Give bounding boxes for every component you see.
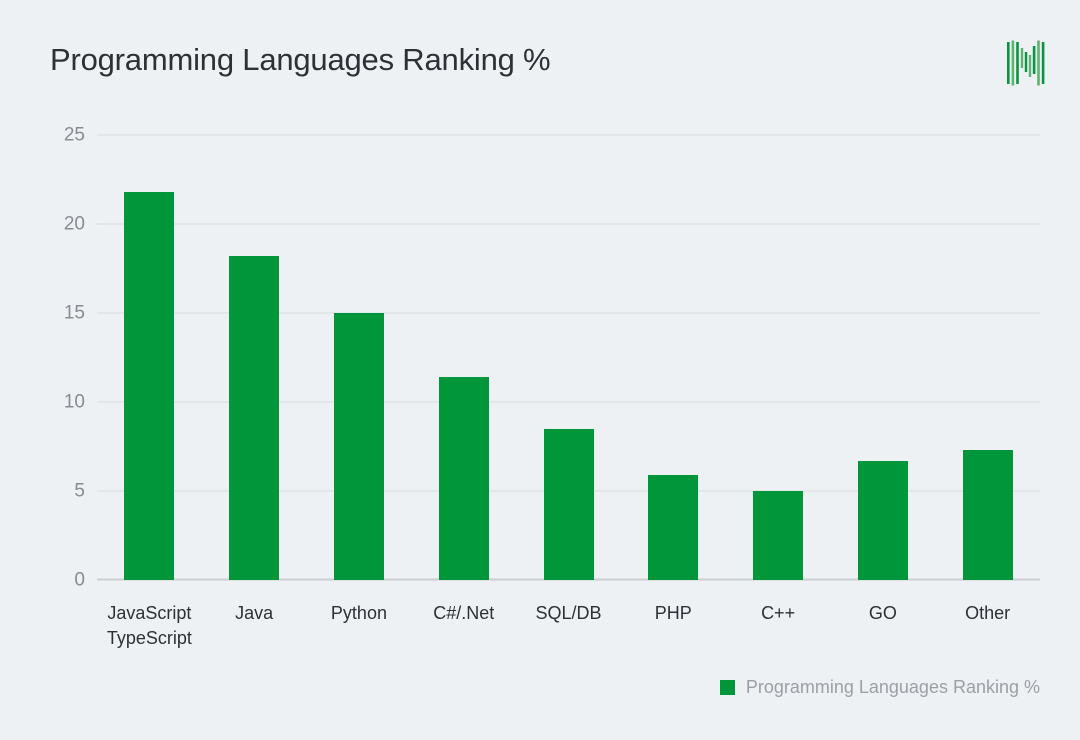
bar-slot: [830, 135, 935, 580]
gridline: [97, 134, 1040, 136]
bar-slot: [935, 135, 1040, 580]
bar[interactable]: [857, 460, 908, 580]
x-axis-label: JavaScript TypeScript: [106, 603, 192, 649]
legend-label: Programming Languages Ranking %: [745, 677, 1040, 697]
bar[interactable]: [229, 256, 280, 580]
y-axis-label: 0: [74, 569, 85, 591]
x-axis-label: C#/.Net: [433, 603, 495, 623]
bar[interactable]: [333, 313, 384, 580]
gridline: [97, 401, 1040, 403]
x-axis-label: GO: [868, 603, 897, 623]
y-axis-label: 15: [63, 302, 85, 324]
bar[interactable]: [124, 191, 175, 580]
bar-slot: [516, 135, 621, 580]
gridline: [97, 312, 1040, 314]
legend-swatch-icon: [719, 680, 735, 695]
y-axis-label: 5: [74, 480, 85, 502]
gridline: [97, 223, 1040, 225]
bar-slot: [726, 135, 831, 580]
waveform-logo-icon: [1007, 40, 1045, 86]
x-axis-label: Other: [965, 603, 1011, 623]
legend[interactable]: Programming Languages Ranking %: [719, 677, 1040, 698]
x-axis-label: Python: [330, 603, 387, 623]
bar[interactable]: [648, 474, 699, 580]
x-axis-label: Java: [235, 603, 274, 623]
bar[interactable]: [962, 450, 1013, 580]
bar-slot: [202, 135, 307, 580]
bars-layer: [97, 135, 1040, 580]
bar[interactable]: [753, 491, 804, 580]
page-title: Programming Languages Ranking %: [50, 42, 551, 77]
bar-slot: [621, 135, 726, 580]
bar-slot: [307, 135, 412, 580]
x-axis-label: PHP: [654, 603, 692, 623]
y-axis-label: 20: [63, 213, 85, 235]
bar[interactable]: [438, 377, 489, 580]
x-axis-labels: JavaScript TypeScript Java Python C#/.Net SQ…: [97, 601, 1040, 651]
bar[interactable]: [543, 428, 594, 580]
plot-area: 0 5 10 15 20 25: [64, 126, 1040, 590]
x-axis-label: SQL/DB: [535, 603, 602, 623]
x-axis-label: C++: [761, 603, 796, 623]
bar-slot: [97, 135, 202, 580]
y-axis-label: 25: [63, 124, 85, 146]
y-axis-label: 10: [63, 391, 85, 413]
bar-slot: [411, 135, 516, 580]
